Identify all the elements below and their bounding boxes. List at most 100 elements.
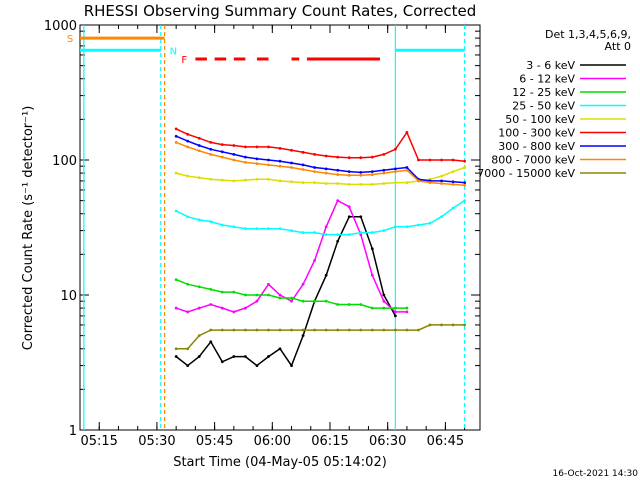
series-point-8: [255, 328, 259, 332]
series-point-8: [336, 328, 340, 332]
series-point-0: [290, 364, 293, 367]
series-point-3: [290, 229, 293, 232]
series-point-7: [174, 141, 178, 144]
series-point-4: [278, 179, 282, 183]
series-point-8: [232, 328, 236, 332]
series-point-1: [382, 299, 386, 303]
series-point-6: [301, 163, 305, 167]
legend-header-line-1: Det 1,3,4,5,6,9,: [545, 28, 631, 41]
series-point-6: [232, 153, 236, 156]
series-line-4: [176, 166, 465, 186]
series-line-1: [175, 199, 407, 313]
series-point-7: [267, 163, 270, 167]
series-point-2: [174, 278, 178, 282]
series-point-1: [267, 282, 270, 286]
series-point-4: [186, 174, 190, 178]
series-point-3: [428, 221, 432, 225]
series-point-4: [347, 182, 351, 186]
legend-label: 3 - 6 keV: [526, 59, 575, 72]
series-point-4: [174, 171, 178, 175]
series-point-3: [382, 229, 386, 232]
series-point-7: [428, 181, 432, 185]
series-point-6: [370, 170, 374, 174]
series-point-8: [463, 323, 467, 327]
series-point-7: [290, 166, 293, 169]
legend-label: 50 - 100 keV: [505, 113, 575, 126]
plot-area: [79, 24, 481, 431]
series-point-6: [278, 159, 282, 163]
series-point-2: [324, 299, 328, 303]
series-point-4: [382, 182, 386, 185]
series-point-8: [451, 323, 455, 327]
series-point-4: [359, 182, 363, 186]
series-point-0: [347, 215, 351, 219]
series-point-5: [220, 143, 224, 147]
series-point-6: [393, 167, 397, 171]
series-line-0: [175, 215, 397, 368]
series-point-3: [243, 227, 247, 231]
night-flag-label: N: [170, 46, 177, 57]
series-point-4: [336, 182, 340, 185]
series-point-4: [290, 180, 293, 184]
series-point-1: [174, 306, 178, 310]
series-point-7: [451, 182, 455, 186]
legend-label: 300 - 800 keV: [498, 140, 575, 153]
series-point-1: [255, 299, 259, 303]
series-point-0: [220, 360, 224, 364]
series-point-4: [370, 182, 374, 186]
series-point-5: [382, 153, 386, 156]
series-point-1: [347, 205, 351, 209]
series-point-3: [174, 209, 178, 213]
series-point-7: [440, 182, 443, 185]
x-axis-label: Start Time (04-May-05 05:14:02): [173, 455, 387, 470]
series-point-7: [313, 170, 317, 174]
series-point-3: [347, 233, 351, 237]
series-point-0: [232, 355, 236, 358]
series-point-6: [324, 167, 328, 171]
series-point-8: [347, 328, 351, 332]
series-point-7: [301, 168, 305, 171]
series-point-4: [301, 181, 305, 185]
series-point-3: [209, 220, 213, 223]
series-point-6: [243, 155, 247, 159]
series-point-3: [451, 206, 455, 210]
series-point-5: [393, 147, 397, 151]
footer-timestamp: 16-Oct-2021 14:30: [553, 469, 639, 479]
series-line-8: [176, 324, 465, 350]
series-point-3: [278, 227, 282, 231]
series-point-8: [267, 328, 270, 332]
x-tick-label: 05:45: [196, 434, 233, 449]
series-point-5: [359, 156, 363, 160]
series-point-5: [336, 155, 340, 159]
series-point-3: [220, 223, 224, 227]
series-point-7: [220, 155, 224, 159]
series-point-1: [232, 310, 236, 314]
legend-header-line-2: Att 0: [605, 40, 631, 53]
series-point-8: [382, 328, 386, 332]
series-point-4: [255, 177, 259, 181]
series-point-7: [197, 149, 201, 153]
y-tick-label: 100: [52, 154, 77, 169]
series-point-3: [440, 215, 443, 219]
series-point-5: [370, 155, 374, 159]
series-point-2: [301, 299, 305, 303]
legend-label: 12 - 25 keV: [512, 86, 575, 99]
series-point-0: [209, 340, 213, 344]
x-tick-label: 06:00: [254, 434, 291, 449]
series-point-3: [370, 231, 374, 234]
series-point-0: [301, 334, 305, 338]
series-point-5: [267, 145, 270, 149]
series-point-5: [451, 158, 455, 162]
series-point-7: [232, 158, 236, 162]
x-tick-label: 05:30: [138, 434, 175, 449]
series-point-6: [197, 144, 201, 147]
legend: Det 1,3,4,5,6,9, Att 0: [545, 28, 631, 53]
series-point-6: [290, 161, 293, 165]
series-point-2: [220, 290, 224, 294]
series-point-6: [382, 168, 386, 172]
series-point-1: [220, 306, 224, 310]
series-point-7: [417, 179, 420, 183]
series-point-7: [393, 170, 397, 174]
series-point-1: [313, 259, 317, 262]
